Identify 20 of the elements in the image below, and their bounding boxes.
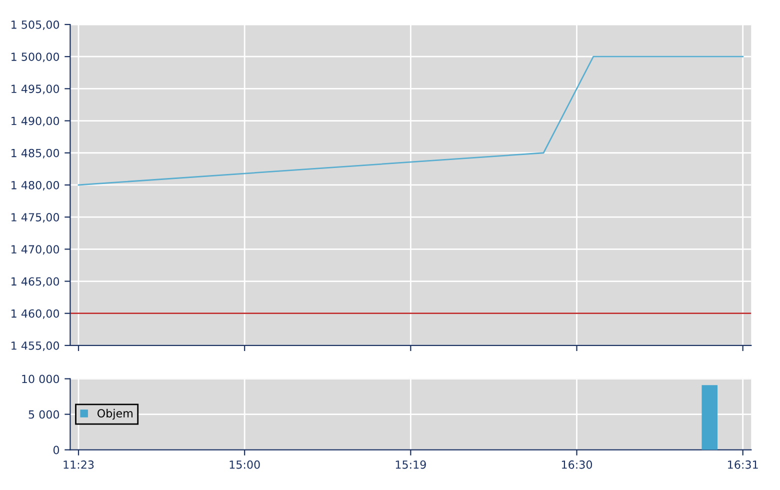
- y-tick-label: 10 000: [22, 374, 60, 384]
- y-tick-label: 5 000: [28, 410, 60, 419]
- y-tick-label: 1 480,00: [12, 180, 60, 190]
- y-tick-label: 1 475,00: [12, 213, 60, 223]
- x-tick-label: 15:19: [396, 460, 426, 469]
- x-tick-label: 16:31: [728, 460, 758, 469]
- y-tick-label: 1 470,00: [12, 245, 60, 255]
- y-tick-label: 1 455,00: [12, 341, 60, 351]
- y-tick-label: 1 490,00: [12, 116, 60, 126]
- x-tick-label: 15:00: [230, 460, 260, 469]
- y-tick-label: 1 460,00: [12, 309, 60, 319]
- y-tick-label: 1 485,00: [12, 148, 60, 158]
- y-tick-label: 1 505,00: [12, 20, 60, 30]
- y-tick-label: 1 495,00: [12, 84, 60, 94]
- y-tick-label: 1 500,00: [12, 52, 60, 62]
- y-tick-label: 1 465,00: [12, 277, 60, 287]
- y-tick-label: 0: [53, 446, 60, 454]
- legend-label: Objem: [97, 408, 132, 420]
- x-tick-label: 11:23: [64, 460, 94, 469]
- x-tick-label: 16:30: [562, 460, 592, 469]
